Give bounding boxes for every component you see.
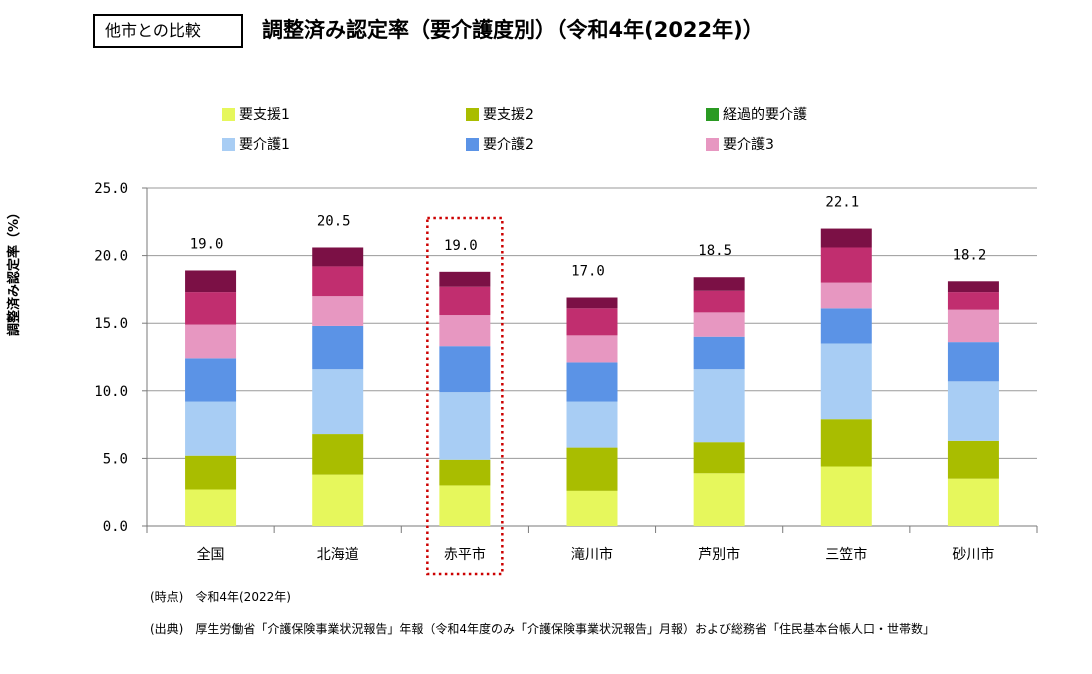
total-label: 18.2 [953, 247, 987, 263]
bar-segment [566, 297, 618, 309]
bar-segment [566, 401, 618, 448]
bar-segment [185, 324, 237, 359]
bar-segment [693, 277, 745, 291]
bar-segment [693, 336, 745, 370]
bar-segment [439, 392, 491, 460]
bar-segment [312, 325, 364, 370]
legend-label: 要介護3 [723, 137, 774, 153]
comparison-tag: 他市との比較 [93, 14, 243, 48]
total-label: 22.1 [825, 195, 859, 211]
bar-segment [439, 271, 491, 287]
x-category-label: 北海道 [317, 547, 359, 563]
legend-item-youkaigo3: 要介護3 [706, 134, 774, 154]
total-label: 20.5 [317, 213, 351, 229]
legend-label: 経過的要介護 [723, 107, 807, 123]
bar-segment [693, 369, 745, 443]
x-category-label: 砂川市 [952, 546, 994, 563]
legend-swatch [466, 107, 479, 121]
bar-segment [566, 447, 618, 491]
bar-segment [820, 343, 872, 420]
bar-segment [693, 290, 745, 313]
y-tick-label: 25.0 [94, 181, 128, 197]
note-time: (時点) 令和4年(2022年) [150, 590, 291, 604]
highlight-box [426, 216, 504, 576]
legend-swatch [222, 107, 235, 121]
bar-segment [566, 362, 618, 402]
bar-segment [312, 247, 364, 267]
total-label: 17.0 [571, 264, 605, 280]
legend-label: 要介護2 [483, 137, 534, 153]
x-category-label: 赤平市 [444, 546, 486, 563]
legend-item-youshien1: 要支援1 [222, 104, 290, 124]
bar-segment [185, 401, 237, 456]
bar-segment [566, 308, 618, 336]
bar-segment [693, 442, 745, 474]
bar-segment [312, 474, 364, 526]
legend-swatch [466, 137, 479, 151]
y-tick-label: 10.0 [94, 384, 128, 400]
legend-label: 要支援2 [483, 107, 534, 123]
bar-segment [947, 342, 999, 382]
x-category-label: 滝川市 [571, 546, 613, 563]
bar-segment [566, 335, 618, 363]
bar-segment [439, 485, 491, 526]
bar-segment [185, 292, 237, 325]
bar-segment [820, 308, 872, 344]
bar-segment [185, 358, 237, 402]
legend-swatch [706, 107, 719, 121]
legend-label: 要介護1 [239, 137, 290, 153]
total-label: 19.0 [190, 236, 224, 252]
bar-segment [439, 286, 491, 316]
bar-segment [947, 381, 999, 441]
bar-segment [820, 247, 872, 283]
bar-segment [820, 466, 872, 526]
bar-segment [439, 459, 491, 486]
bar-segment [185, 455, 237, 490]
y-tick-label: 0.0 [103, 519, 128, 535]
bar-segment [439, 346, 491, 393]
bar-segment [820, 282, 872, 309]
note-source: (出典) 厚生労働省「介護保険事業状況報告」年報（令和4年度のみ「介護保険事業状… [150, 622, 936, 636]
y-tick-label: 5.0 [103, 451, 128, 467]
bar-segment [312, 296, 364, 326]
bar-segment [693, 473, 745, 526]
total-label: 19.0 [444, 238, 478, 254]
y-tick-label: 15.0 [94, 316, 128, 332]
x-category-label: 全国 [197, 546, 225, 563]
legend-label: 要支援1 [239, 107, 290, 123]
bar-segment [312, 434, 364, 475]
bar-segment [185, 270, 237, 293]
bar-segment [185, 489, 237, 526]
legend-swatch [222, 137, 235, 151]
legend-item-keikateki: 経過的要介護 [706, 104, 807, 124]
bar-segment [947, 309, 999, 343]
bar-segment [820, 419, 872, 467]
x-category-label: 三笠市 [825, 546, 867, 563]
stacked-bar-chart: 0.0 5.0 10.0 15.0 20.0 25.0 19.0 全国 20.5 北海道 19.0 赤… [94, 181, 1038, 576]
bar-segment [947, 478, 999, 526]
total-label: 18.5 [698, 243, 732, 259]
legend-item-youshien2: 要支援2 [466, 104, 534, 124]
bar-segment [947, 292, 999, 310]
bar-segment [820, 228, 872, 248]
bar-segment [693, 312, 745, 337]
page-title: 調整済み認定率（要介護度別）（令和4年(2022年)） [262, 18, 764, 42]
bar-segment [947, 440, 999, 479]
bar-segment [312, 266, 364, 297]
y-tick-label: 20.0 [94, 249, 128, 265]
bar-segment [566, 490, 618, 526]
bar-segment [312, 369, 364, 435]
bar-segment [439, 315, 491, 347]
legend-swatch [706, 137, 719, 151]
x-category-label: 芦別市 [698, 546, 740, 563]
legend-item-youkaigo2: 要介護2 [466, 134, 534, 154]
legend-item-youkaigo1: 要介護1 [222, 134, 290, 154]
bar-segment [947, 281, 999, 293]
